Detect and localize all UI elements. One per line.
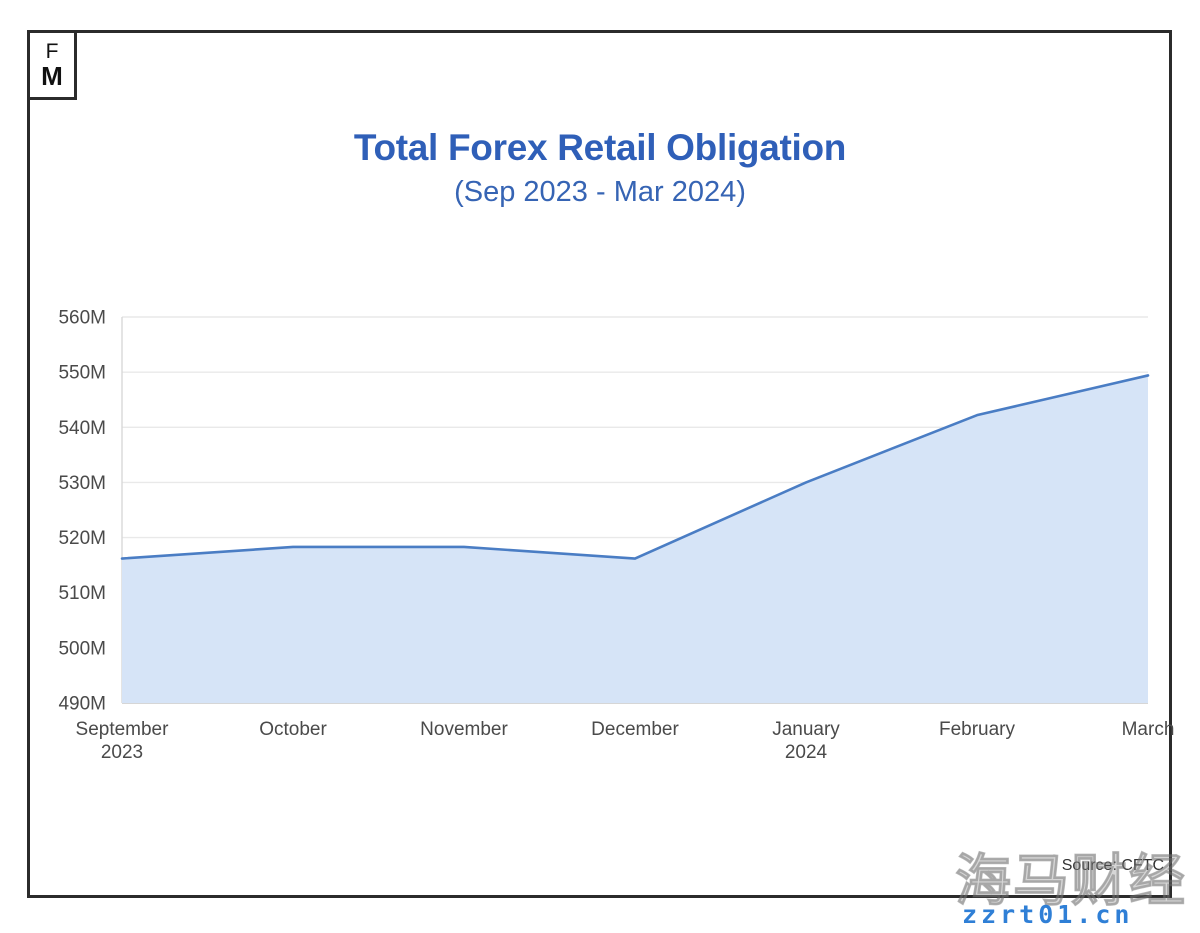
- x-axis-tick-label: September: [76, 719, 170, 740]
- finance-magnates-logo: F M: [27, 30, 77, 100]
- series-line: [120, 374, 1150, 560]
- x-axis-tick-label: November: [420, 719, 508, 740]
- source-note: Source: CFTC: [1061, 857, 1164, 874]
- y-axis-tick-label: 560M: [58, 308, 106, 329]
- logo-letter-f: F: [45, 40, 59, 63]
- x-axis-tick-year-label: 2023: [101, 742, 143, 763]
- x-axis-tick-label: December: [591, 719, 679, 740]
- y-axis-labels-group: 490M 500M 510M 520M 530M 540M 550M 560M: [58, 308, 106, 715]
- page-title: Total Forex Retail Obligation: [353, 127, 847, 168]
- y-axis-tick-label: 500M: [58, 638, 106, 659]
- chart-header: Total Forex Retail Obligation (Sep 2023 …: [0, 127, 1200, 209]
- x-axis-tick-label: January: [772, 719, 840, 740]
- y-axis-tick-label: 540M: [58, 418, 106, 439]
- y-axis-tick-label: 550M: [58, 363, 106, 384]
- y-axis-tick-label: 520M: [58, 528, 106, 549]
- x-axis-tick-year-label: 2024: [785, 742, 828, 763]
- x-axis-tick-label: October: [259, 719, 327, 740]
- y-axis-tick-label: 530M: [58, 473, 106, 494]
- y-axis-tick-label: 510M: [58, 583, 106, 604]
- chart-subtitle: (Sep 2023 - Mar 2024): [454, 175, 746, 208]
- x-axis-tick-label: February: [939, 719, 1016, 740]
- y-axis-tick-label: 490M: [58, 694, 106, 715]
- logo-letter-m: M: [41, 61, 63, 91]
- x-axis-tick-label: March: [1122, 719, 1175, 740]
- series-area-fill: [122, 375, 1148, 703]
